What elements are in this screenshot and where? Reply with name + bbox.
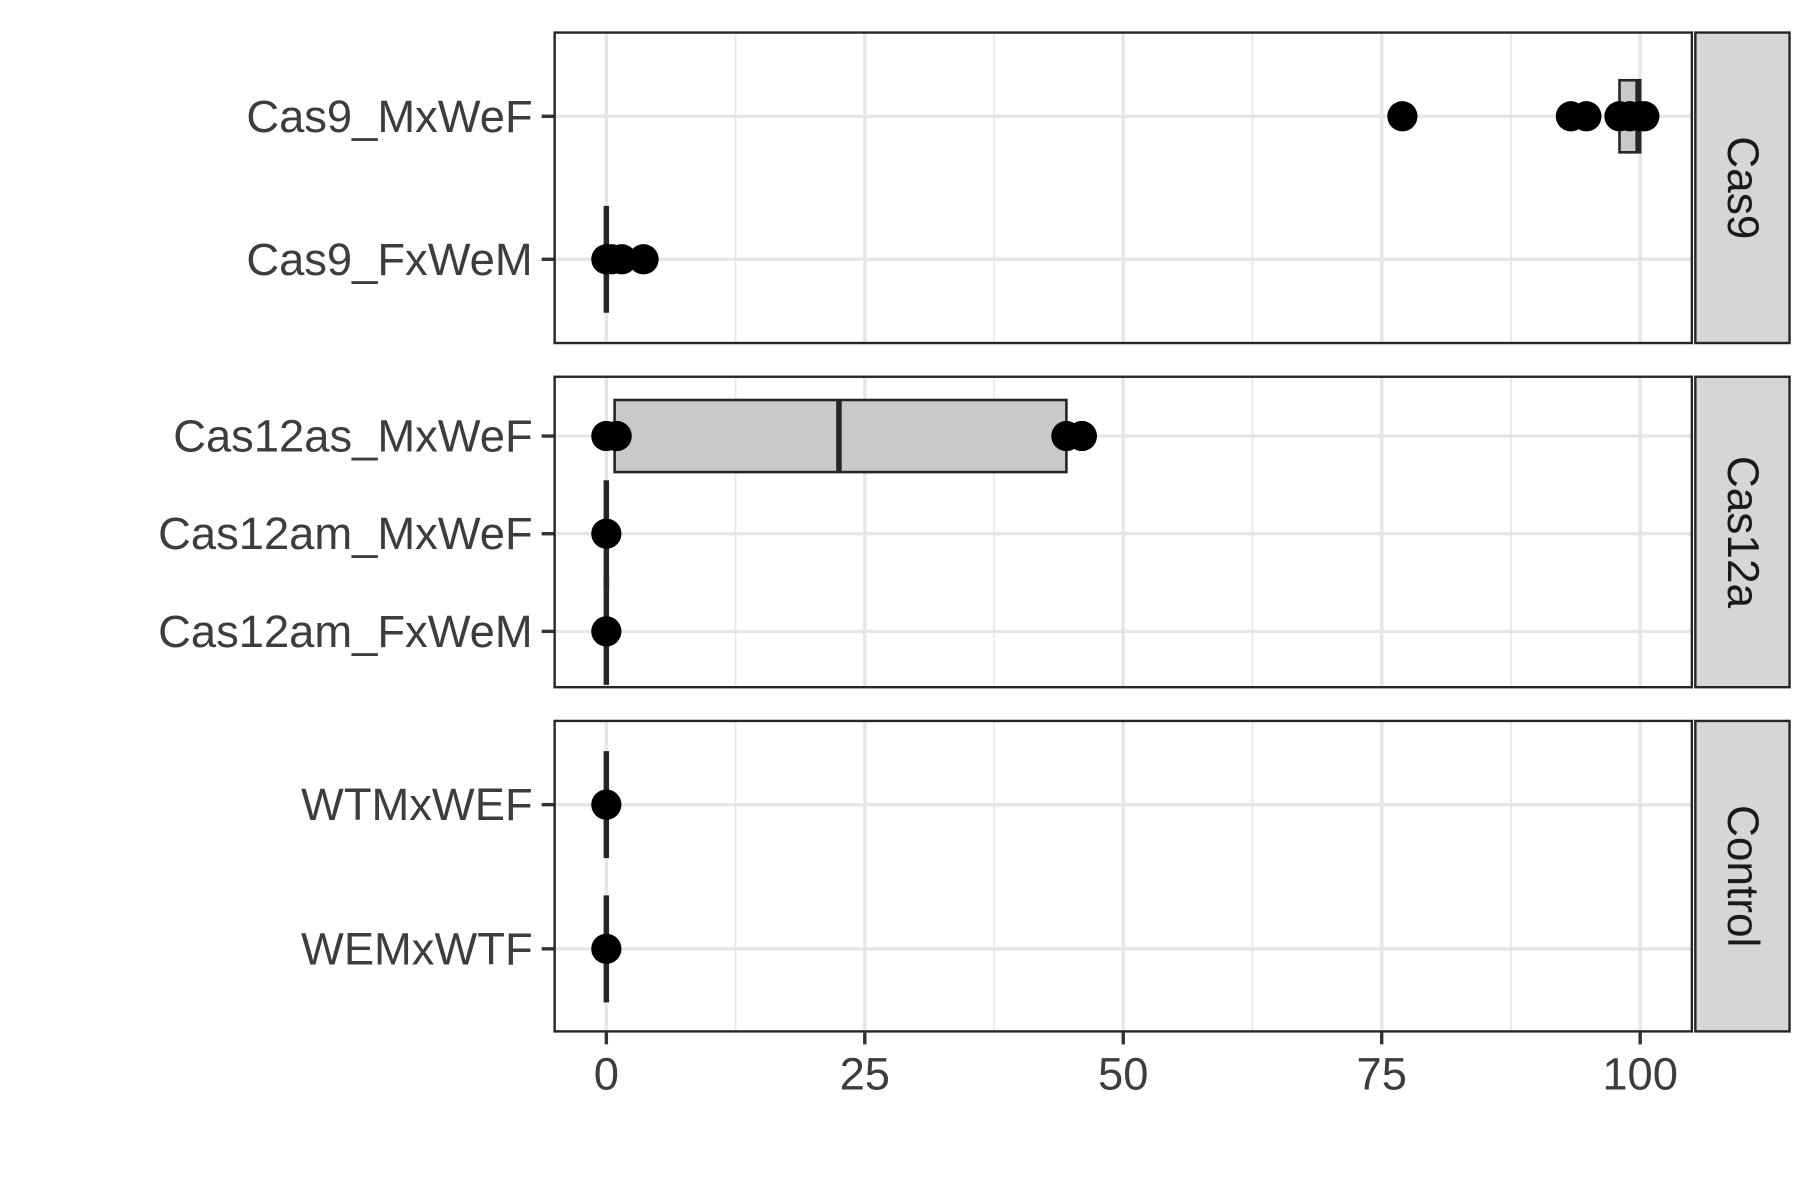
x-tick-label: 25 (840, 1049, 890, 1100)
group-cas12as-mxwef (591, 398, 1098, 474)
facet-panel-cas12a: Cas12as_MxWeF Cas12am_MxWeF Cas12am_FxWeM C… (158, 375, 1791, 689)
y-tick-label: WTMxWEF (301, 779, 533, 830)
data-point (1387, 101, 1418, 132)
data-point (606, 244, 637, 275)
facet-panels: Cas9_MxWeFCas9_FxWeMCas9Cas12as_MxWeFCas… (158, 31, 1791, 1033)
facet-strip-label: Cas9 (1718, 136, 1767, 239)
group-cas9-mxwef (1387, 78, 1660, 154)
data-point (601, 420, 632, 452)
group-cas12am-mxwef (591, 480, 622, 588)
data-point (591, 616, 622, 647)
data-point (591, 933, 622, 964)
x-axis: 0 25 50 75 100 (594, 1031, 1678, 1100)
facet-strip-label: Cas12a (1718, 456, 1767, 609)
facet-strip-label: Control (1718, 805, 1767, 947)
x-tick-label: 50 (1098, 1049, 1148, 1100)
x-tick-label: 75 (1357, 1049, 1407, 1100)
x-tick-label: 0 (594, 1049, 619, 1100)
facet-panel-control: WTMxWEF WEMxWTF Control (301, 719, 1791, 1033)
facet-strip (1694, 31, 1791, 345)
data-point (628, 244, 659, 275)
group-wemxwtf (591, 895, 622, 1003)
y-tick-label: Cas9_FxWeM (246, 234, 532, 285)
facet-strip (1694, 719, 1791, 1033)
x-tick-label: 100 (1602, 1049, 1678, 1100)
y-tick-label: Cas12am_MxWeF (158, 508, 533, 559)
group-cas12am-fxwem (591, 577, 622, 685)
data-point (591, 789, 622, 820)
group-cas9-fxwem (591, 205, 659, 313)
data-point (591, 518, 622, 549)
data-point (1629, 101, 1660, 132)
panel-border (553, 31, 1694, 345)
facet-panel-cas9: Cas9_MxWeF Cas9_FxWeM Cas9 (246, 31, 1791, 345)
panel-border (553, 375, 1694, 689)
y-tick-label: WEMxWTF (301, 923, 533, 974)
data-point (1066, 420, 1098, 452)
facet-strip (1694, 375, 1791, 689)
y-tick-label: Cas12am_FxWeM (158, 606, 533, 657)
data-point (1571, 101, 1602, 132)
y-tick-label: Cas12as_MxWeF (173, 411, 532, 462)
y-tick-label: Cas9_MxWeF (246, 91, 532, 142)
group-wtmxwef (591, 751, 622, 859)
